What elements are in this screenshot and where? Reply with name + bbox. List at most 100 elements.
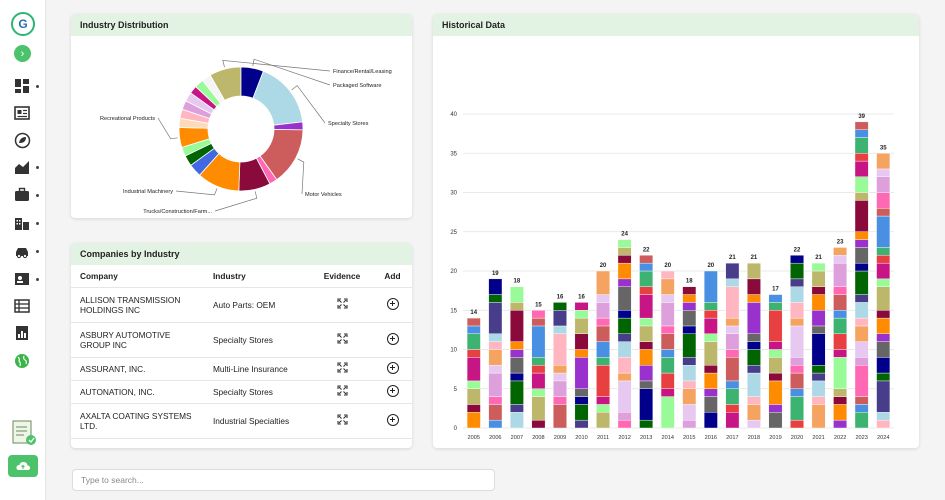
bar-segment[interactable] [854, 294, 869, 303]
bar-segment[interactable] [660, 294, 675, 303]
bar-segment[interactable] [596, 396, 610, 405]
bar-segment[interactable] [509, 412, 524, 429]
bar-segment[interactable] [488, 419, 503, 429]
bar-segment[interactable] [747, 262, 761, 280]
esg-leaf-icon[interactable] [13, 131, 31, 149]
bar-segment[interactable] [660, 333, 675, 350]
bar-segment[interactable] [466, 325, 481, 335]
bar-segment[interactable] [811, 396, 826, 405]
bar-segment[interactable] [574, 333, 589, 350]
bar-segment[interactable] [876, 168, 891, 177]
column-header[interactable]: Industry [204, 265, 311, 288]
bar-segment[interactable] [854, 247, 869, 264]
bar-segment[interactable] [725, 278, 740, 287]
bar-segment[interactable] [531, 372, 546, 389]
bar-segment[interactable] [876, 153, 891, 170]
bar-segment[interactable] [703, 388, 718, 397]
bar-segment[interactable] [703, 365, 718, 374]
bar-segment[interactable] [574, 317, 589, 335]
bar-segment[interactable] [531, 317, 546, 327]
bar-segment[interactable] [466, 357, 481, 382]
bar-segment[interactable] [725, 333, 740, 350]
bar-segment[interactable] [768, 404, 783, 413]
bar-segment[interactable] [531, 357, 546, 366]
bar-segment[interactable] [639, 262, 654, 272]
bar-segment[interactable] [876, 372, 891, 382]
bar-segment[interactable] [811, 294, 826, 311]
bar-segment[interactable] [617, 239, 632, 248]
bar-segment[interactable] [596, 294, 610, 303]
bar-segment[interactable] [833, 255, 848, 264]
bar-segment[interactable] [876, 207, 891, 217]
bar-segment[interactable] [596, 357, 610, 366]
bar-segment[interactable] [617, 247, 632, 256]
bar-segment[interactable] [790, 419, 804, 429]
bar-segment[interactable] [876, 380, 891, 413]
bar-segment[interactable] [574, 302, 589, 311]
donut-slice[interactable] [201, 74, 226, 104]
bar-segment[interactable] [639, 286, 654, 295]
bar-segment[interactable] [833, 310, 848, 319]
bar-segment[interactable] [488, 294, 503, 303]
bar-segment[interactable] [639, 380, 654, 389]
bar-segment[interactable] [682, 302, 697, 311]
bar-segment[interactable] [531, 325, 546, 358]
bar-segment[interactable] [876, 278, 891, 287]
bar-segment[interactable] [509, 310, 524, 342]
bar-segment[interactable] [682, 286, 697, 295]
bar-segment[interactable] [617, 372, 632, 382]
bar-segment[interactable] [488, 333, 503, 342]
bar-segment[interactable] [854, 153, 869, 162]
cloud-upload-icon[interactable] [8, 455, 38, 477]
bar-segment[interactable] [854, 341, 869, 358]
bar-segment[interactable] [639, 294, 654, 319]
bar-segment[interactable] [596, 412, 610, 429]
bar-segment[interactable] [790, 365, 804, 374]
bar-segment[interactable] [466, 333, 481, 350]
bar-segment[interactable] [703, 396, 718, 413]
bar-segment[interactable] [639, 349, 654, 366]
bar-segment[interactable] [553, 333, 567, 366]
bar-segment[interactable] [790, 317, 804, 327]
bar-segment[interactable] [553, 404, 567, 429]
bar-segment[interactable] [531, 419, 546, 429]
bar-segment[interactable] [596, 404, 610, 413]
bar-segment[interactable] [876, 247, 891, 256]
dashboard-icon[interactable] [13, 77, 31, 95]
bar-segment[interactable] [833, 262, 848, 287]
plus-circle-icon[interactable] [386, 413, 399, 426]
bar-segment[interactable] [747, 396, 761, 405]
bar-segment[interactable] [682, 419, 697, 429]
bar-segment[interactable] [596, 302, 610, 319]
bar-segment[interactable] [617, 333, 632, 342]
bar-segment[interactable] [596, 341, 610, 358]
bar-segment[interactable] [574, 404, 589, 421]
bar-segment[interactable] [660, 396, 675, 429]
bar-segment[interactable] [768, 341, 783, 350]
bar-segment[interactable] [617, 262, 632, 280]
column-header[interactable]: Company [71, 265, 204, 288]
globe-icon[interactable] [13, 352, 31, 370]
bar-segment[interactable] [509, 404, 524, 413]
bar-segment[interactable] [682, 380, 697, 389]
expand-icon[interactable] [336, 333, 348, 346]
bar-segment[interactable] [682, 325, 697, 335]
bar-segment[interactable] [703, 302, 718, 311]
bar-segment[interactable] [790, 302, 804, 319]
bar-segment[interactable] [509, 341, 524, 350]
bar-segment[interactable] [811, 404, 826, 429]
bar-segment[interactable] [617, 278, 632, 287]
bar-segment[interactable] [854, 239, 869, 248]
bar-segment[interactable] [790, 357, 804, 366]
bar-segment[interactable] [660, 278, 675, 295]
bar-segment[interactable] [854, 412, 869, 429]
bar-segment[interactable] [660, 270, 675, 280]
bar-segment[interactable] [876, 357, 891, 374]
bar-segment[interactable] [703, 270, 718, 303]
bar-segment[interactable] [811, 372, 826, 382]
bar-segment[interactable] [747, 404, 761, 421]
buildings-icon[interactable] [13, 214, 31, 232]
bar-segment[interactable] [747, 372, 761, 397]
bar-segment[interactable] [747, 333, 761, 342]
bar-segment[interactable] [854, 160, 869, 177]
